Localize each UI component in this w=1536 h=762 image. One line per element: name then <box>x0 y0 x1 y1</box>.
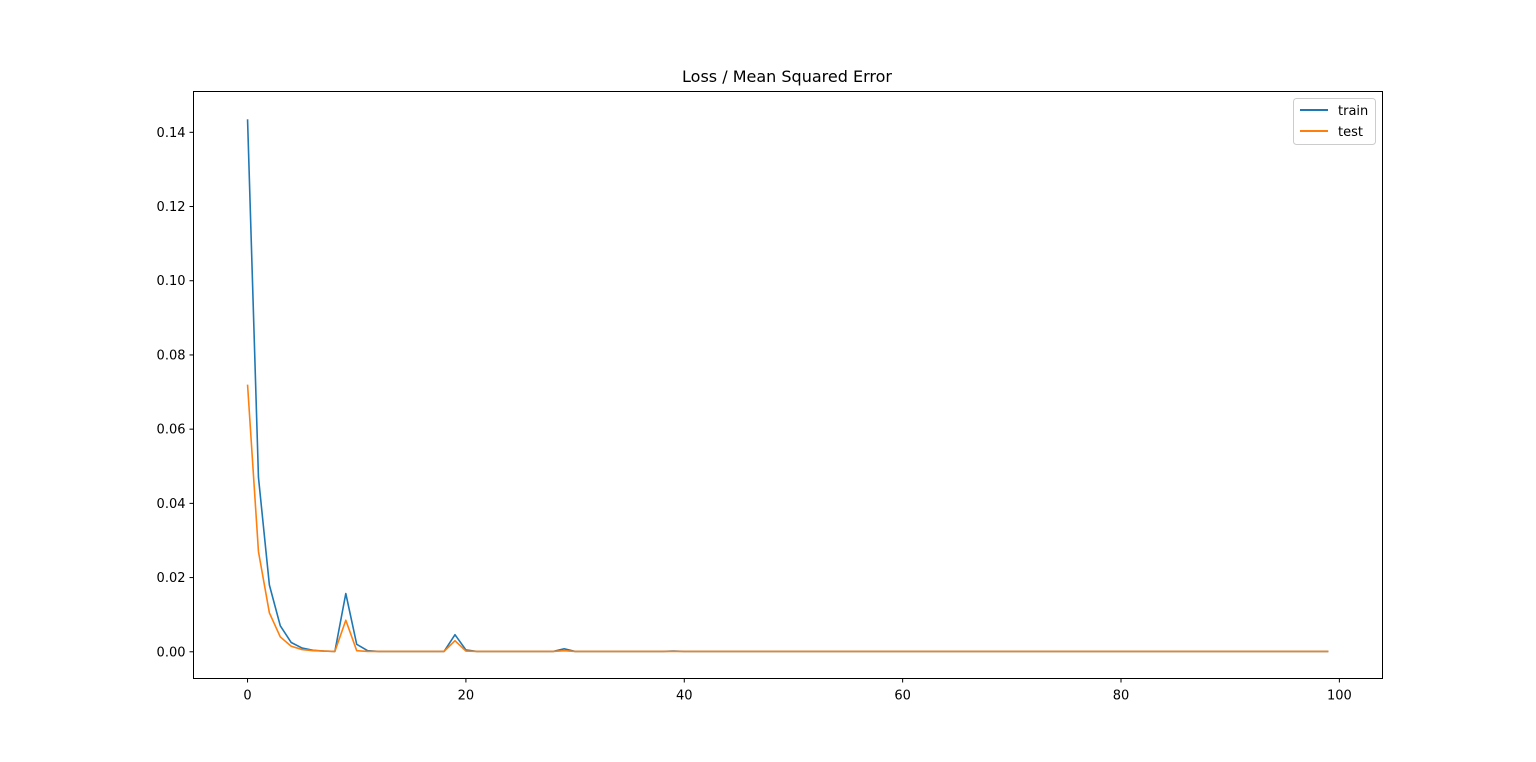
plot-area <box>193 91 1383 679</box>
y-tick-label: 0.06 <box>157 423 186 438</box>
y-tick-label: 0.08 <box>157 348 186 363</box>
series-line-test <box>246 384 1329 653</box>
x-tick-label: 100 <box>1327 689 1352 704</box>
x-axis: 0 20 40 60 80 100 <box>243 678 1352 704</box>
x-tick-label: 80 <box>1113 689 1130 704</box>
y-tick-label: 0.14 <box>157 126 186 141</box>
x-tick-label: 60 <box>894 689 911 704</box>
chart-title: Loss / Mean Squared Error <box>682 67 892 86</box>
legend: train test <box>1293 98 1376 145</box>
y-tick-label: 0.00 <box>157 645 186 660</box>
y-tick-label: 0.12 <box>157 200 186 215</box>
x-tick-label: 40 <box>676 689 693 704</box>
legend-label-train: train <box>1338 104 1368 119</box>
x-tick-label: 20 <box>458 689 475 704</box>
y-tick-label: 0.02 <box>157 571 186 586</box>
series-lines <box>246 119 1329 653</box>
y-tick-label: 0.04 <box>157 497 186 512</box>
y-tick-label: 0.10 <box>157 274 186 289</box>
x-tick-label: 0 <box>243 689 251 704</box>
series-line-train <box>246 119 1329 653</box>
y-axis: 0.00 0.02 0.04 0.06 0.08 0.10 0.12 0.14 <box>157 126 194 660</box>
legend-label-test: test <box>1338 125 1363 140</box>
